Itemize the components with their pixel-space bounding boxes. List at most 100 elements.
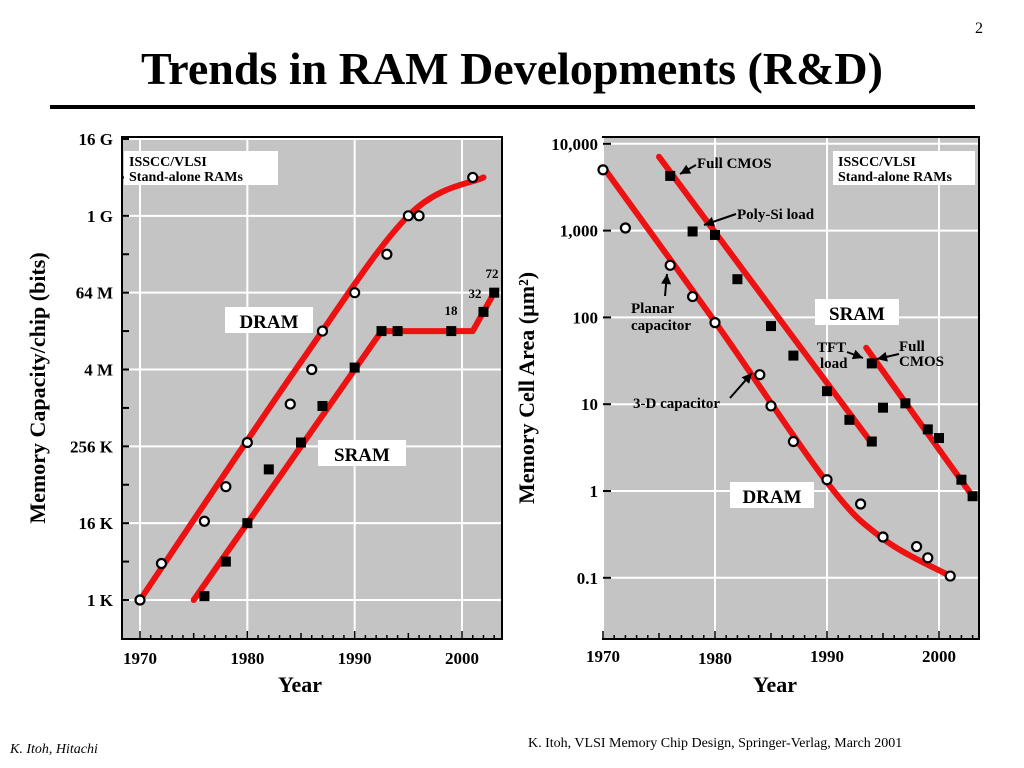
annotation-cmos: CMOS [899, 354, 944, 370]
x-axis-title: Year [753, 672, 797, 697]
dram-label-box [730, 482, 814, 508]
dram-point [619, 222, 632, 234]
sram-point [376, 326, 387, 337]
x-tick-label: 1970 [123, 649, 157, 668]
annotation-poly-si-load: Poly-Si load [737, 207, 815, 223]
dram-point [910, 540, 923, 553]
annotation-18: 18 [445, 303, 459, 318]
y-tick-label: 16 K [79, 514, 114, 533]
y-tick-label: 0.1 [577, 569, 598, 588]
y-axis-title: Memory Capacity/chip (bits) [25, 252, 50, 523]
arrow-planar-capacitor-head [661, 274, 672, 285]
annotation-full: Full [899, 339, 925, 355]
arrow-3d-capacitor-head [741, 373, 752, 384]
dram-point [413, 210, 425, 222]
footer-author: K. Itoh, Hitachi [10, 742, 98, 757]
dram-point [467, 171, 479, 184]
x-tick-label: 1980 [230, 649, 264, 668]
dram-point [316, 325, 329, 337]
dram-point [922, 552, 934, 564]
arrow-full-cmos-2-head [877, 351, 888, 362]
dram-trend-line [602, 166, 954, 580]
y-axis-title: Memory Cell Area (µm²) [514, 272, 539, 504]
axis-ticks: 1 K 16 K 256 K 4 M 64 M 1 G 16 G 1970 1980 1990 20… [70, 130, 495, 668]
dram-point [821, 474, 833, 486]
sram-point [934, 433, 944, 444]
dram-label: DRAM [239, 312, 298, 333]
y-tick-label: 10 [581, 395, 598, 414]
sram-point [822, 386, 832, 397]
sram-point [446, 326, 457, 337]
sram-point [349, 362, 360, 373]
data-markers [134, 171, 500, 606]
dram-point [754, 369, 766, 381]
dram-point [944, 570, 956, 582]
sram-point [220, 556, 231, 567]
x-tick-label: 1970 [586, 647, 620, 666]
dram-point [402, 210, 414, 222]
arrow-poly-si-load-head [704, 217, 716, 227]
sram-trend-line-full-cmos [863, 344, 976, 500]
sram-point [878, 402, 888, 413]
sram-point [478, 306, 489, 317]
sram-point [392, 326, 403, 337]
sram-point [967, 491, 978, 502]
sram-point [263, 464, 274, 475]
axis-ticks: 0.1 1 10 100 1,000 10,000 1970 1980 1990 2000 [551, 135, 974, 668]
slide-title: Trends in RAM Developments (R&D) [141, 43, 883, 94]
legend-box [833, 151, 975, 185]
dram-point [787, 435, 800, 448]
x-tick-label: 1980 [698, 649, 732, 668]
arrow-full-cmos-head [680, 164, 692, 174]
x-tick-label: 1990 [810, 647, 844, 666]
dram-point [155, 557, 168, 570]
dram-point [134, 594, 146, 606]
y-tick-label: 256 K [70, 437, 114, 456]
dram-point [709, 317, 721, 329]
sram-trend-line [656, 153, 875, 447]
dram-trend-line [137, 174, 487, 603]
x-tick-label: 2000 [922, 647, 956, 666]
dram-point [597, 164, 609, 176]
x-tick-label: 1990 [338, 649, 372, 668]
sram-point [710, 229, 720, 240]
y-tick-label: 64 M [76, 284, 113, 303]
dram-point [220, 481, 232, 493]
sram-point [732, 274, 743, 285]
title-divider [50, 105, 975, 109]
panel-background [121, 136, 503, 640]
dram-point [241, 436, 253, 449]
dram-point [284, 398, 296, 410]
sram-label: SRAM [334, 445, 390, 466]
legend-line-1: ISSCC/VLSI [838, 155, 916, 170]
sram-point [866, 436, 877, 447]
annotation-32: 32 [469, 286, 482, 301]
page-number: 2 [975, 20, 983, 37]
sram-point [956, 474, 967, 485]
y-tick-label: 10,000 [551, 135, 598, 154]
legend-line-2: Stand-alone RAMs [129, 170, 244, 185]
dram-point [765, 400, 777, 412]
sram-point [766, 321, 776, 332]
arrow-tft-load-head [851, 349, 863, 360]
footer-citation: K. Itoh, VLSI Memory Chip Design, Spring… [528, 736, 903, 751]
y-tick-label: 100 [573, 308, 599, 327]
y-tick-label: 1 K [87, 591, 114, 610]
dram-point [381, 248, 393, 260]
trend-lines [602, 153, 976, 580]
y-tick-label: 4 M [84, 361, 113, 380]
annotation-full-cmos: Full CMOS [697, 156, 772, 172]
dram-label: DRAM [742, 487, 801, 508]
sram-label-box [318, 440, 406, 466]
grid-lines [123, 138, 501, 638]
annotation-tft: TFT [817, 340, 846, 356]
sram-point [844, 414, 855, 425]
dram-point [349, 287, 361, 299]
sram-point [922, 424, 933, 435]
annotation-capacitor: capacitor [631, 318, 691, 334]
panel-background [602, 136, 980, 640]
annotation-3d-capacitor: 3-D capacitor [633, 396, 720, 412]
